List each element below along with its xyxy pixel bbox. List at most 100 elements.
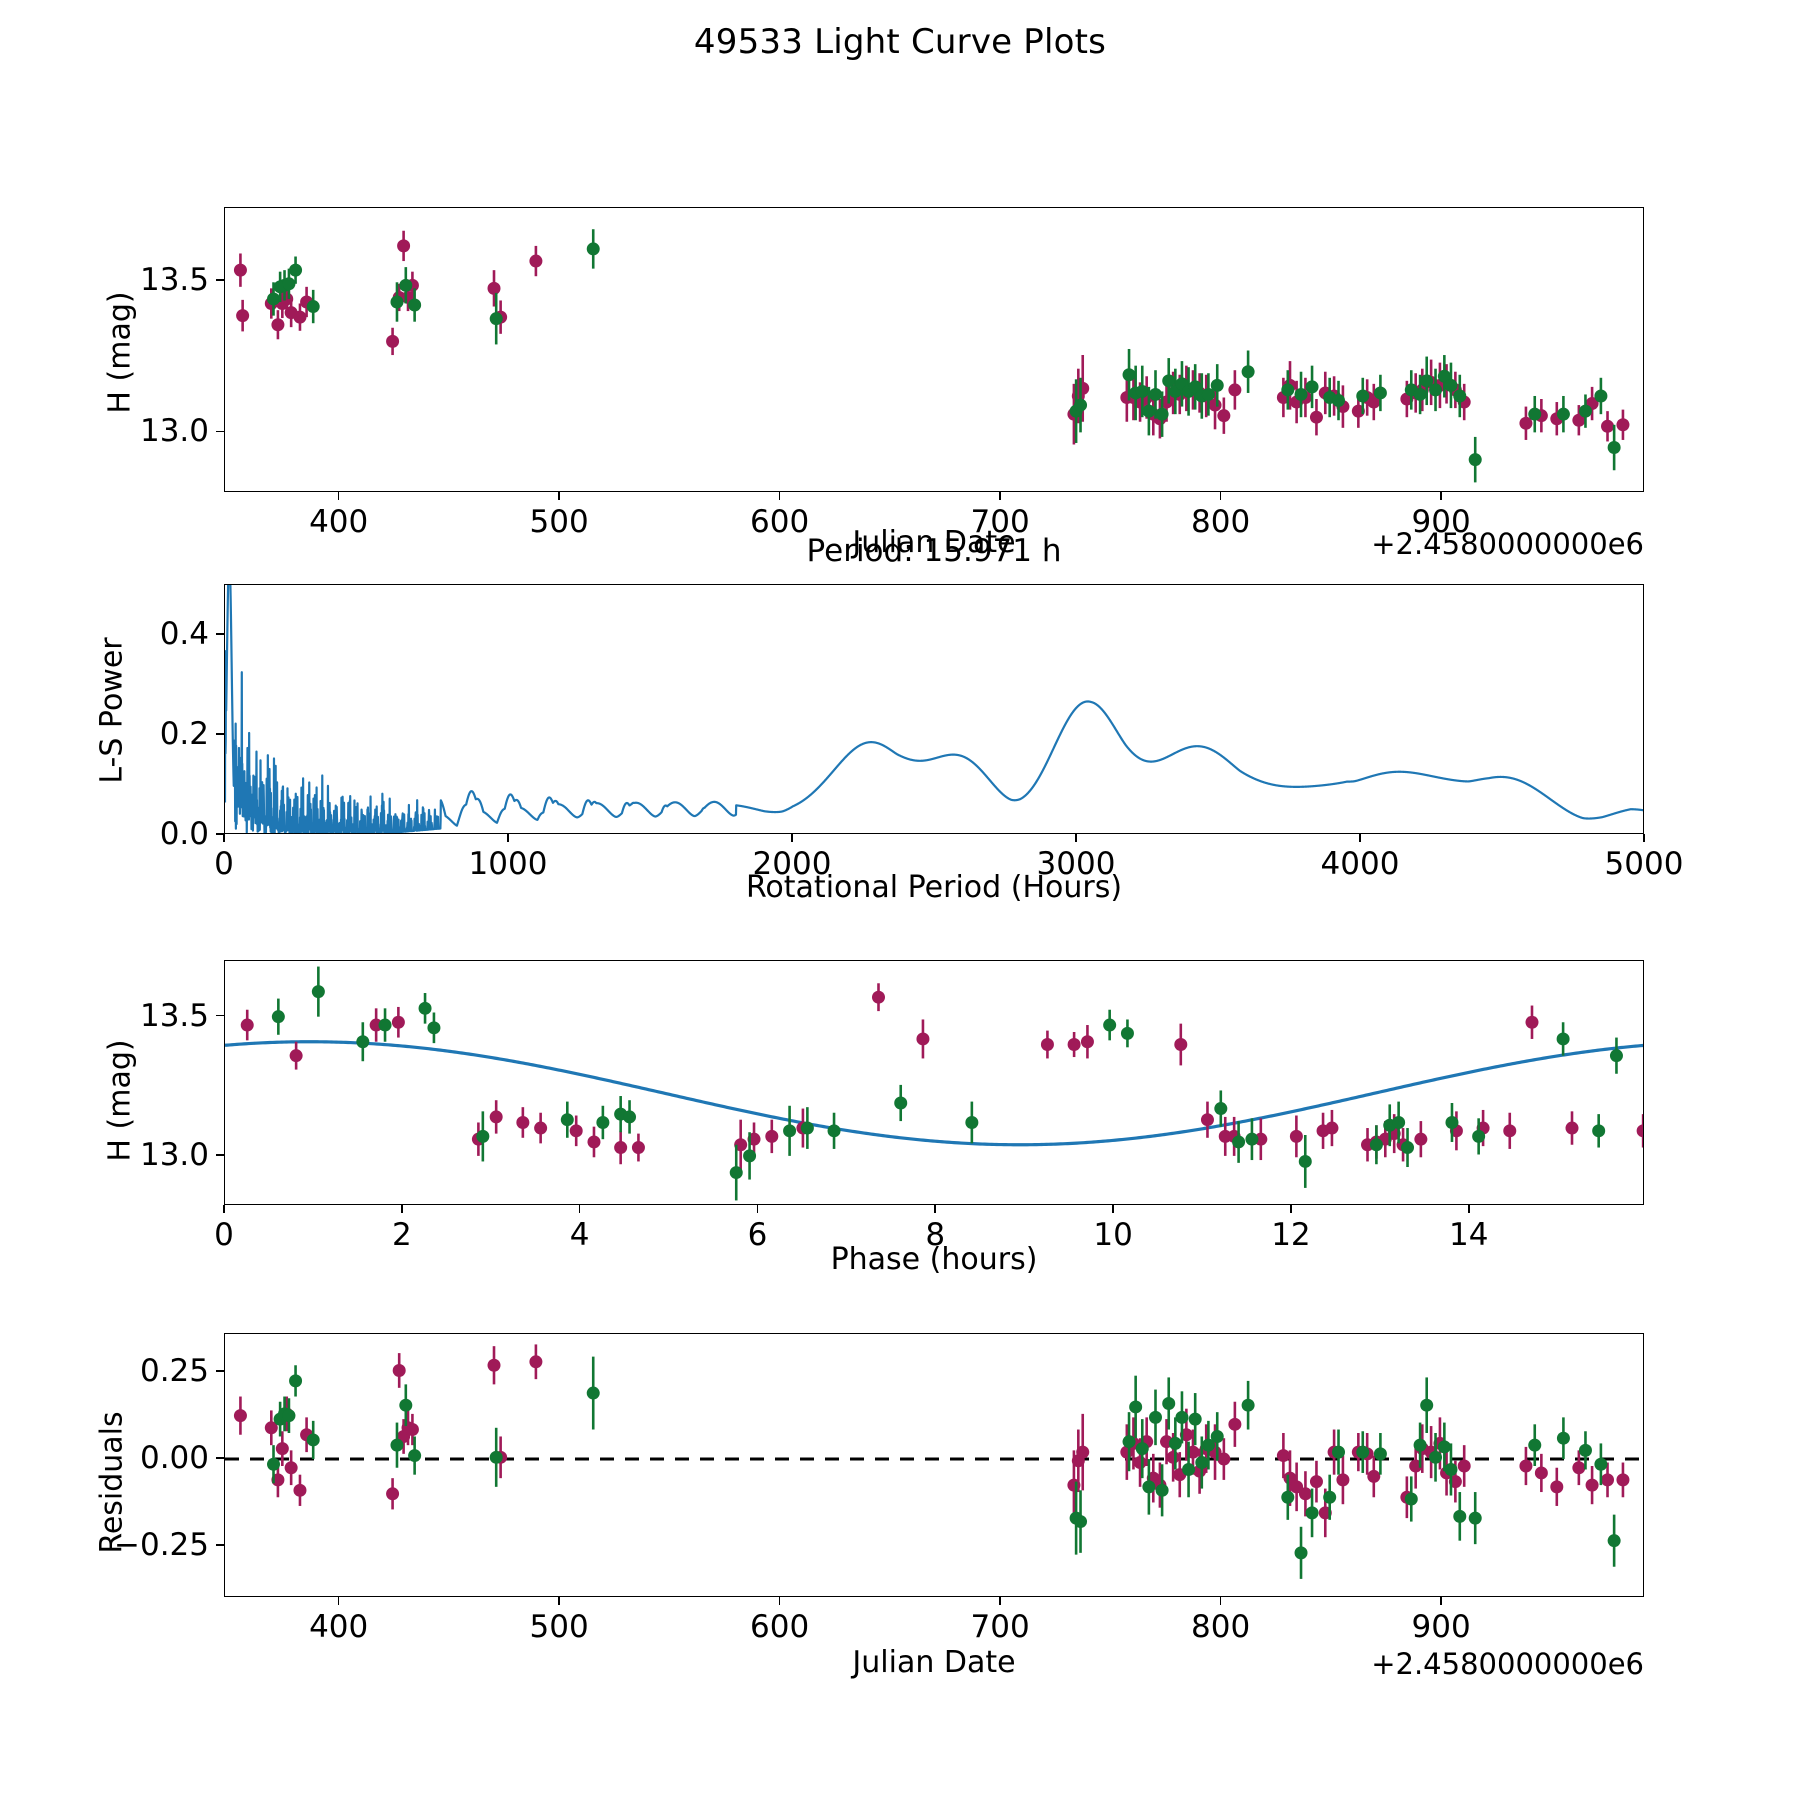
data-point	[1607, 1534, 1621, 1548]
data-point	[1290, 1480, 1304, 1494]
data-point	[476, 1129, 490, 1143]
data-point	[1214, 1102, 1228, 1116]
data-point	[1309, 410, 1323, 424]
data-point	[965, 1115, 979, 1129]
data-point	[284, 1461, 298, 1475]
data-point	[1103, 1018, 1117, 1032]
data-point	[586, 1386, 600, 1400]
data-point	[489, 1110, 503, 1124]
data-point	[1356, 389, 1370, 403]
y-tick-label: −0.25	[114, 1526, 209, 1563]
data-point	[1525, 1015, 1539, 1029]
y-tick-label: 0.00	[139, 1440, 209, 1477]
x-tick-mark	[558, 492, 560, 500]
panel-periodogram: L-S Power Rotational Period (Hours) Peri…	[0, 533, 1800, 920]
data-point	[1519, 416, 1533, 430]
data-point	[1420, 374, 1434, 388]
x-tick-label: 800	[1191, 504, 1251, 540]
data-point	[1616, 1473, 1630, 1487]
data-point	[427, 1021, 441, 1035]
data-point	[1519, 1459, 1533, 1473]
data-point	[871, 990, 885, 1004]
y-tick-label: 0.2	[159, 716, 209, 752]
data-point	[560, 1113, 574, 1127]
x-tick-mark	[778, 492, 781, 500]
data-point	[1281, 383, 1295, 397]
phase-folded-plot-area	[225, 966, 1643, 1201]
data-point	[397, 239, 411, 253]
data-point	[1468, 453, 1482, 467]
x-tick-label: 800	[1191, 1609, 1251, 1645]
data-point	[1162, 374, 1176, 388]
data-point	[783, 1124, 797, 1138]
x-tick-label: 1000	[468, 846, 548, 882]
x-tick-label: 5000	[1604, 846, 1684, 882]
data-point	[729, 1166, 743, 1180]
data-point	[1585, 1478, 1599, 1492]
data-point	[1437, 1440, 1451, 1454]
data-point	[534, 1121, 548, 1135]
data-point	[1074, 398, 1088, 412]
data-point	[1444, 378, 1458, 392]
data-point	[1195, 1456, 1209, 1470]
x-tick-mark	[401, 1205, 403, 1213]
x-tick-mark	[1219, 492, 1222, 500]
data-point	[1392, 1115, 1406, 1129]
periodogram-period-annotation: Period: 15.971 h	[806, 533, 1062, 569]
data-point	[399, 278, 413, 292]
data-point	[1367, 395, 1381, 409]
data-point	[1133, 1456, 1147, 1470]
data-point	[282, 1409, 296, 1423]
data-point	[306, 300, 320, 314]
data-point	[1074, 1515, 1088, 1529]
y-tick-mark	[216, 633, 224, 635]
data-point	[1453, 389, 1467, 403]
data-point	[1594, 1457, 1608, 1471]
data-point	[743, 1149, 757, 1163]
data-point	[1218, 1129, 1232, 1143]
lightcurve-plot-area	[233, 229, 1630, 483]
data-point	[631, 1141, 645, 1155]
data-point	[529, 1355, 543, 1369]
data-point	[369, 1018, 383, 1032]
data-point	[1457, 1459, 1471, 1473]
data-point	[1592, 1124, 1606, 1138]
residuals-axes	[224, 1333, 1644, 1597]
data-point	[1305, 1506, 1319, 1520]
data-point	[1323, 1490, 1337, 1504]
data-point	[271, 1010, 285, 1024]
x-tick-label: 600	[750, 1609, 810, 1645]
data-point	[1281, 1490, 1295, 1504]
x-tick-mark	[1440, 492, 1442, 500]
periodogram-curve	[225, 585, 1643, 833]
data-point	[1168, 1436, 1182, 1450]
y-tick-label: 13.5	[139, 997, 209, 1034]
y-tick-mark	[216, 430, 224, 433]
data-point	[1528, 407, 1542, 421]
data-point	[240, 1018, 254, 1032]
data-point	[1148, 1410, 1162, 1424]
data-point	[623, 1110, 637, 1124]
data-point	[392, 1363, 406, 1377]
data-point	[1245, 1132, 1259, 1146]
data-point	[1578, 404, 1592, 418]
data-point	[1201, 1438, 1215, 1452]
data-point	[1373, 1447, 1387, 1461]
data-point	[1135, 1442, 1149, 1456]
data-point	[293, 310, 307, 324]
x-tick-label: 0	[214, 846, 234, 882]
data-point	[1289, 1129, 1303, 1143]
data-point	[1135, 384, 1149, 398]
data-point	[1162, 1396, 1176, 1410]
data-point	[418, 1001, 432, 1015]
data-point	[275, 1442, 289, 1456]
data-point	[311, 985, 325, 999]
data-point	[489, 312, 503, 326]
x-tick-label: 6	[747, 1217, 768, 1253]
data-point	[399, 1398, 413, 1412]
data-point	[1607, 441, 1621, 455]
data-point	[1080, 1035, 1094, 1049]
data-point	[1155, 407, 1169, 421]
data-point	[1217, 409, 1231, 423]
data-point	[1534, 1466, 1548, 1480]
